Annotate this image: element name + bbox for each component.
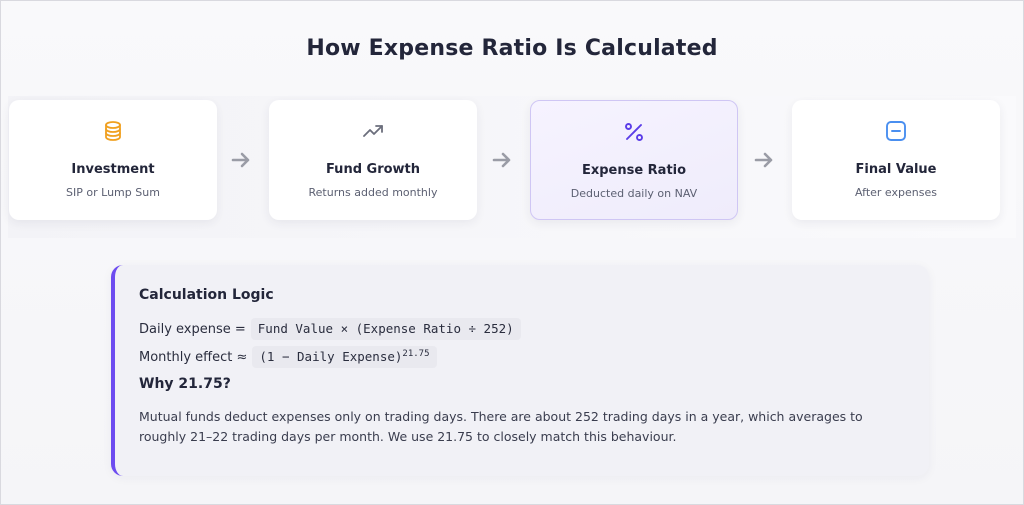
logic-heading: Calculation Logic — [139, 287, 274, 303]
step-label: Final Value — [855, 162, 937, 177]
step-card-investment: Investment SIP or Lump Sum — [9, 100, 217, 220]
trending-up-icon — [269, 119, 477, 143]
step-card-expense-ratio: Expense Ratio Deducted daily on NAV — [530, 100, 738, 220]
step-card-fund-growth: Fund Growth Returns added monthly — [269, 100, 477, 220]
monthly-effect-code: (1 − Daily Expense)21.75 — [252, 346, 437, 369]
monthly-effect-formula: Monthly effect ≈ (1 − Daily Expense)21.7… — [139, 346, 437, 369]
step-description: Returns added monthly — [308, 186, 438, 199]
step-card-final-value: Final Value After expenses — [792, 100, 1000, 220]
daily-expense-label: Daily expense = — [139, 321, 246, 337]
daily-expense-code: Fund Value × (Expense Ratio ÷ 252) — [250, 318, 521, 340]
arrow-right-icon — [754, 152, 773, 168]
step-label: Expense Ratio — [581, 163, 687, 178]
page-title: How Expense Ratio Is Calculated — [306, 36, 718, 61]
minus-square-icon — [792, 119, 1000, 143]
calculation-logic-panel: Calculation Logic Daily expense = Fund V… — [111, 265, 929, 476]
step-description: Deducted daily on NAV — [570, 187, 698, 200]
why-heading: Why 21.75? — [139, 376, 231, 392]
daily-expense-formula: Daily expense = Fund Value × (Expense Ra… — [139, 318, 521, 340]
monthly-effect-base: (1 − Daily Expense) — [259, 349, 403, 365]
step-description: SIP or Lump Sum — [66, 186, 160, 199]
step-description: After expenses — [855, 186, 937, 199]
monthly-effect-exponent: 21.75 — [402, 349, 430, 359]
step-label: Investment — [71, 162, 155, 177]
percent-icon — [531, 120, 737, 144]
step-label: Fund Growth — [325, 162, 421, 177]
arrow-right-icon — [492, 152, 511, 168]
monthly-effect-label: Monthly effect ≈ — [139, 349, 248, 365]
coins-icon — [9, 119, 217, 143]
explanation-text: Mutual funds deduct expenses only on tra… — [139, 409, 863, 444]
arrow-right-icon — [231, 152, 250, 168]
